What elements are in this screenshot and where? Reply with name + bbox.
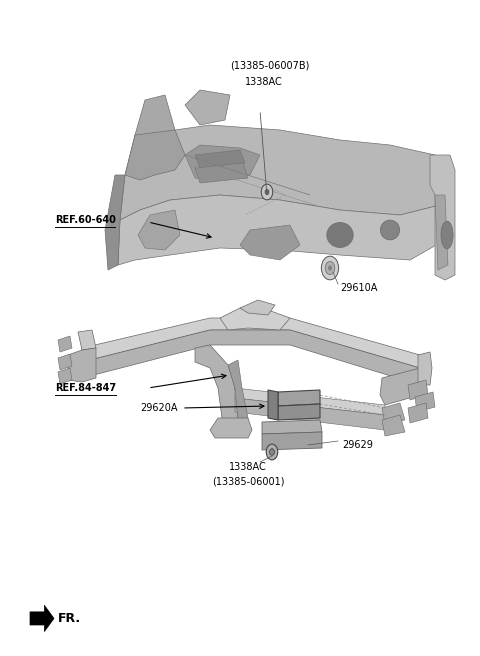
Text: FR.: FR.	[58, 612, 81, 625]
Polygon shape	[408, 403, 428, 423]
Polygon shape	[82, 318, 420, 368]
Polygon shape	[240, 300, 275, 315]
Polygon shape	[382, 415, 405, 436]
Polygon shape	[118, 195, 445, 265]
Polygon shape	[430, 155, 455, 280]
Polygon shape	[78, 330, 96, 350]
Polygon shape	[82, 330, 420, 385]
Polygon shape	[415, 392, 435, 412]
Polygon shape	[435, 195, 448, 270]
Ellipse shape	[380, 220, 399, 240]
Polygon shape	[105, 175, 125, 270]
Text: 1338AC: 1338AC	[229, 462, 267, 472]
Polygon shape	[380, 368, 425, 405]
Text: 29620A: 29620A	[141, 403, 178, 413]
Polygon shape	[185, 90, 230, 125]
Polygon shape	[418, 352, 432, 385]
Polygon shape	[268, 390, 278, 420]
Polygon shape	[30, 605, 54, 632]
Polygon shape	[138, 210, 180, 250]
Text: 29629: 29629	[342, 440, 373, 450]
Polygon shape	[220, 308, 290, 330]
Text: 1338AC: 1338AC	[245, 77, 283, 87]
Polygon shape	[125, 130, 185, 180]
Text: (13385-06001): (13385-06001)	[212, 477, 284, 487]
Circle shape	[264, 189, 269, 195]
Polygon shape	[235, 398, 385, 430]
Polygon shape	[58, 354, 72, 370]
Circle shape	[325, 262, 335, 275]
Text: REF.60-640: REF.60-640	[55, 215, 116, 225]
Circle shape	[328, 266, 332, 271]
Text: (13385-06007B): (13385-06007B)	[230, 60, 310, 70]
Circle shape	[270, 449, 275, 455]
Circle shape	[266, 444, 278, 460]
Polygon shape	[185, 145, 260, 180]
Circle shape	[322, 256, 339, 280]
Polygon shape	[210, 418, 252, 438]
Ellipse shape	[327, 222, 353, 247]
Text: REF.84-847: REF.84-847	[55, 383, 116, 393]
Polygon shape	[262, 432, 322, 450]
Polygon shape	[195, 345, 238, 420]
Polygon shape	[58, 368, 72, 384]
Polygon shape	[120, 125, 450, 220]
Polygon shape	[262, 420, 322, 434]
Polygon shape	[278, 390, 320, 406]
Polygon shape	[68, 348, 96, 382]
Polygon shape	[240, 225, 300, 260]
Polygon shape	[135, 95, 175, 145]
Polygon shape	[278, 404, 320, 420]
Circle shape	[261, 184, 273, 200]
Polygon shape	[228, 360, 248, 420]
Polygon shape	[408, 380, 428, 400]
Polygon shape	[235, 388, 385, 415]
Polygon shape	[58, 336, 72, 352]
Text: 29610A: 29610A	[340, 283, 377, 293]
Polygon shape	[195, 150, 245, 168]
Polygon shape	[195, 163, 248, 183]
Ellipse shape	[441, 221, 453, 249]
Polygon shape	[382, 403, 405, 424]
